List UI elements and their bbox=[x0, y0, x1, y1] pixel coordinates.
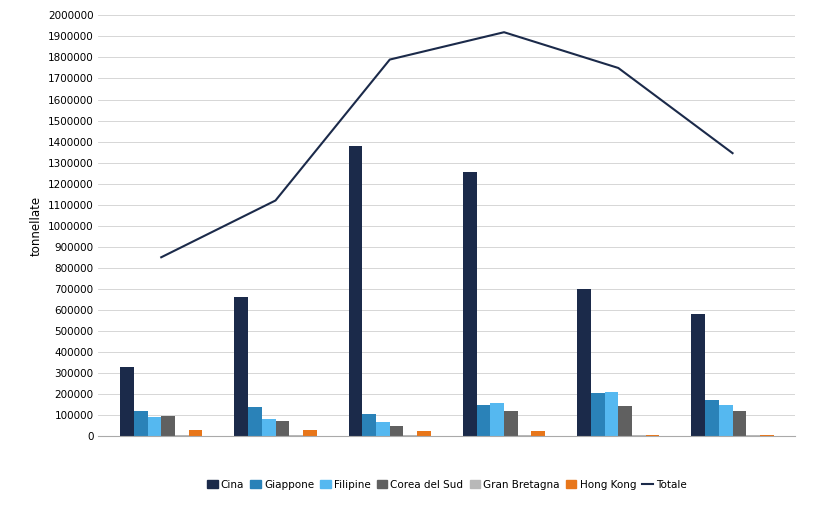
Bar bbox=[389, 426, 403, 436]
Bar bbox=[517, 435, 531, 436]
Bar bbox=[161, 416, 174, 436]
Bar bbox=[248, 407, 261, 436]
Bar bbox=[188, 430, 202, 436]
Bar bbox=[690, 314, 704, 436]
Bar bbox=[476, 404, 490, 436]
Y-axis label: tonnellate: tonnellate bbox=[29, 195, 43, 256]
Bar bbox=[463, 172, 476, 436]
Bar bbox=[731, 411, 745, 436]
Bar bbox=[348, 146, 362, 436]
Legend: Cina, Giappone, Filipine, Corea del Sud, Gran Bretagna, Hong Kong, Totale: Cina, Giappone, Filipine, Corea del Sud,… bbox=[207, 480, 686, 490]
Bar bbox=[234, 297, 248, 436]
Bar bbox=[120, 367, 133, 436]
Bar bbox=[577, 289, 590, 436]
Bar bbox=[718, 404, 731, 436]
Bar bbox=[147, 417, 161, 436]
Bar bbox=[174, 435, 188, 436]
Bar bbox=[759, 435, 773, 436]
Bar bbox=[302, 430, 316, 436]
Bar bbox=[531, 431, 545, 436]
Bar bbox=[490, 403, 504, 436]
Bar bbox=[745, 435, 759, 436]
Bar bbox=[403, 435, 417, 436]
Bar bbox=[133, 411, 147, 436]
Bar bbox=[261, 419, 275, 436]
Bar bbox=[590, 393, 604, 436]
Bar bbox=[704, 400, 718, 436]
Bar bbox=[604, 392, 618, 436]
Bar bbox=[362, 414, 376, 436]
Bar bbox=[275, 421, 289, 436]
Bar bbox=[645, 435, 658, 436]
Bar bbox=[289, 435, 302, 436]
Bar bbox=[376, 422, 389, 436]
Bar bbox=[504, 411, 517, 436]
Bar bbox=[631, 435, 645, 436]
Bar bbox=[618, 406, 631, 436]
Bar bbox=[417, 431, 430, 436]
